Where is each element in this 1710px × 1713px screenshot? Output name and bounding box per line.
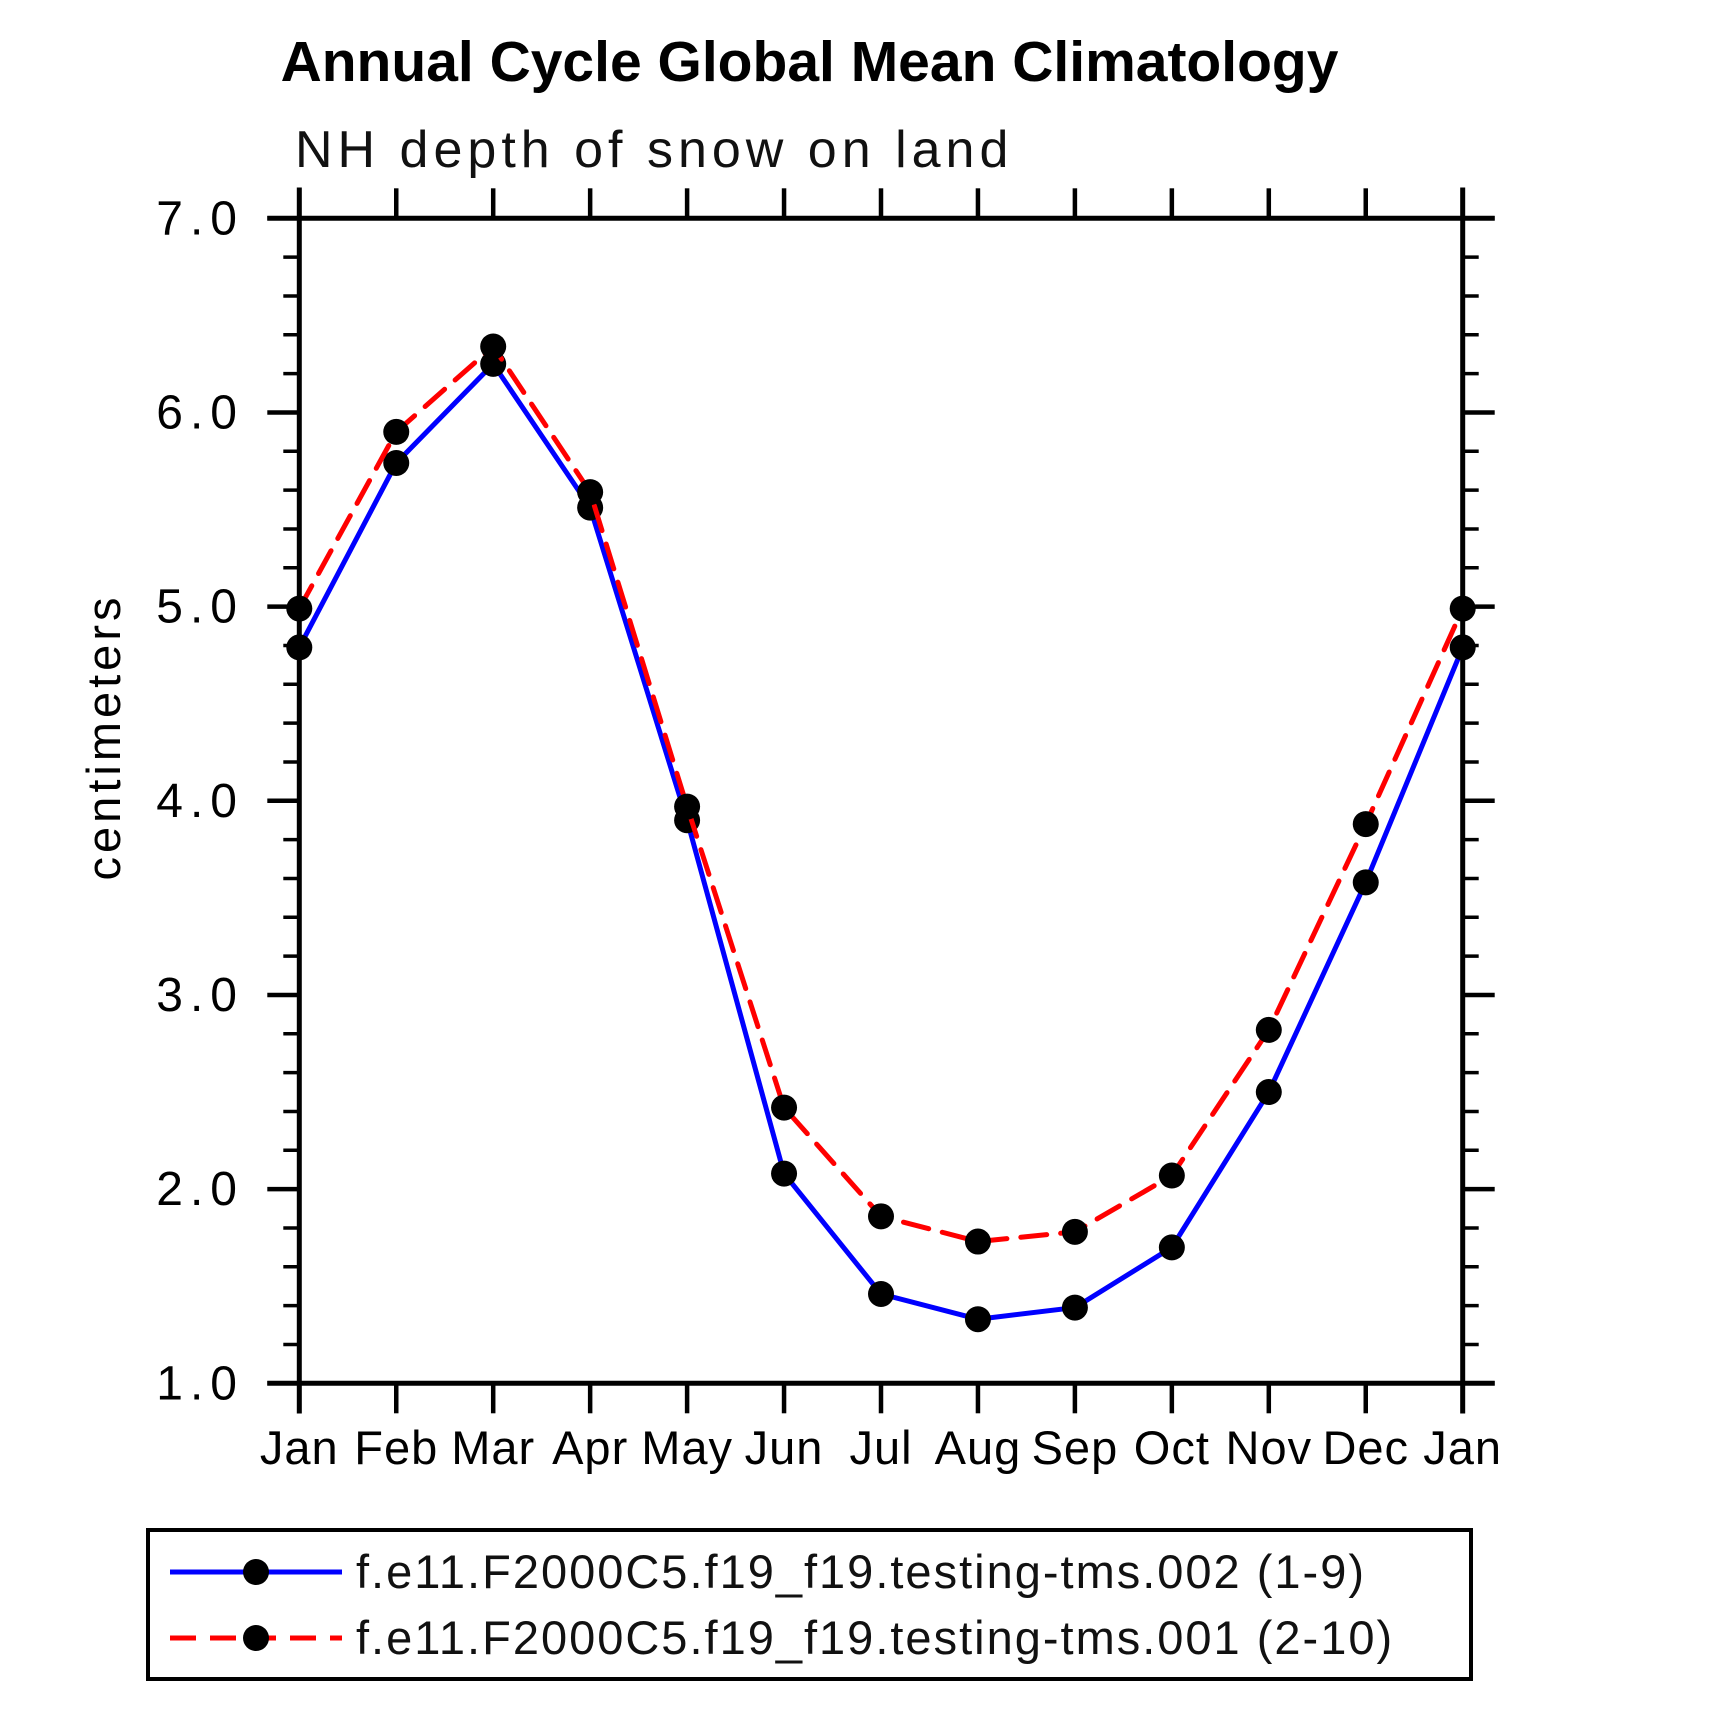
y-tick-label: 3.0 [156,969,244,1022]
x-tick-label: Sep [1032,1421,1119,1474]
data-point-marker [1255,1079,1282,1106]
axis-ticks [267,188,1495,1414]
data-point-marker [1061,1218,1088,1245]
data-point-marker [1449,595,1476,622]
data-point-marker [868,1203,894,1230]
y-tick-label: 4.0 [156,775,244,828]
data-point-marker [286,634,313,661]
series-line-0 [296,361,1466,1322]
y-axis-title: centimeters [77,594,130,881]
data-series [286,333,1476,1333]
x-tick-label: Aug [935,1421,1022,1474]
chart-subtitle: NH depth of snow on land [295,121,1014,179]
data-point-marker [771,1160,798,1187]
data-point-marker [1158,1234,1185,1261]
data-point-marker [964,1228,991,1255]
data-point-marker [1061,1294,1088,1321]
y-tick-label: 1.0 [156,1357,244,1410]
x-tick-label: Feb [354,1421,438,1474]
legend-marker-dot-icon [243,1624,269,1651]
y-tick-label: 5.0 [156,581,244,634]
data-point-marker [771,1094,798,1121]
series-line-1 [296,343,1466,1245]
x-tick-label: Dec [1322,1421,1409,1474]
data-point-marker [674,793,701,820]
x-tick-label: Jul [849,1421,912,1474]
x-tick-label: Jan [260,1421,339,1474]
x-tick-label: Apr [552,1421,628,1474]
y-tick-label: 2.0 [156,1163,244,1216]
legend-item-series-001: f.e11.F2000C5.f19_f19.testing-tms.001 (2… [160,1611,1469,1664]
legend-line-sample-solid [170,1558,342,1585]
legend-item-series-002: f.e11.F2000C5.f19_f19.testing-tms.002 (1… [160,1545,1469,1598]
data-point-marker [1449,634,1476,661]
data-point-marker [383,418,410,445]
x-tick-label: May [641,1421,733,1474]
legend-line-sample-dashed [170,1624,342,1651]
axis-labels: 7.0 6.0 5.0 4.0 3.0 2.0 1.0 Jan Feb Mar Apr May Jun J… [156,192,1502,1474]
data-point-marker [964,1306,991,1333]
y-tick-label: 7.0 [156,192,244,245]
data-point-marker [1158,1162,1185,1189]
x-tick-label: Jan [1423,1421,1502,1474]
x-tick-label: Oct [1134,1421,1210,1474]
data-point-marker [286,595,313,622]
x-tick-label: Mar [451,1421,535,1474]
legend: f.e11.F2000C5.f19_f19.testing-tms.002 (1… [146,1528,1473,1681]
data-point-marker [577,479,604,506]
data-point-marker [1255,1016,1282,1043]
x-tick-label: Nov [1226,1421,1313,1474]
data-point-marker [1352,811,1379,838]
legend-marker-dot-icon [243,1558,269,1585]
data-point-marker [383,449,410,476]
y-tick-label: 6.0 [156,386,244,439]
data-point-marker [480,333,507,360]
x-tick-label: Jun [745,1421,824,1474]
plot-frame [267,187,1495,1414]
legend-label-series-001: f.e11.F2000C5.f19_f19.testing-tms.001 (2… [356,1611,1395,1664]
data-point-marker [1352,869,1379,896]
data-point-marker [868,1280,894,1307]
legend-label-series-002: f.e11.F2000C5.f19_f19.testing-tms.002 (1… [356,1545,1366,1598]
chart-title: Annual Cycle Global Mean Climatology [280,30,1339,94]
